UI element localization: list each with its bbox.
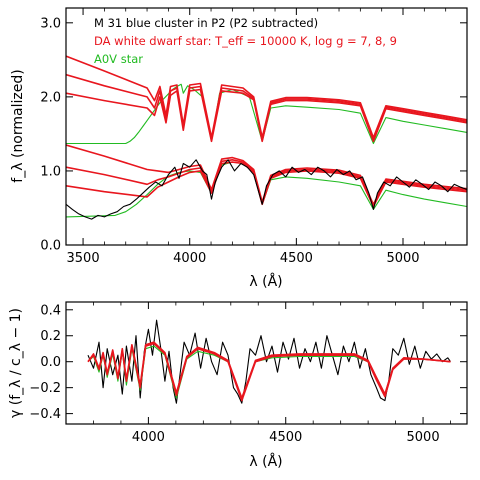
top-series-group [66, 55, 467, 220]
top-series-line-5 [66, 161, 467, 208]
top-x-tick-label: 4500 [280, 251, 313, 266]
bottom-x-tick-label: 4000 [132, 430, 165, 445]
top-y-tick-label: 1.0 [40, 164, 61, 179]
bottom-y-axis-label: γ (f_λ / c_λ − 1) [8, 308, 24, 418]
top-legend: M 31 blue cluster in P2 (P2 subtracted) … [94, 16, 397, 66]
top-y-axis-label: f_λ (normalized) [10, 69, 26, 182]
top-axis-ticks: 3500 4000 4500 5000 0.0 1.0 2.0 3.0 [40, 8, 468, 266]
bottom-series-group [87, 319, 451, 404]
top-x-tick-label: 4000 [173, 251, 206, 266]
legend-entry-cluster: M 31 blue cluster in P2 (P2 subtracted) [94, 16, 318, 30]
top-series-line-8 [66, 159, 467, 220]
top-plot-frame [65, 7, 468, 246]
bottom-y-tick-label: −0.4 [29, 407, 61, 422]
top-x-tick-label: 5000 [386, 251, 419, 266]
top-x-tick-label: 3500 [67, 251, 100, 266]
top-y-tick-label: 2.0 [40, 90, 61, 105]
legend-entry-white-dwarf: DA white dwarf star: T_eff = 10000 K, lo… [94, 34, 397, 48]
bottom-series-line-3 [87, 341, 451, 399]
bottom-x-tick-label: 4500 [269, 430, 302, 445]
bottom-plot-frame [65, 301, 468, 425]
top-series-line-3 [66, 55, 467, 139]
bottom-series-line-0 [87, 319, 451, 404]
top-series-line-6 [66, 159, 467, 207]
bottom-panel: 4000 4500 5000 0.4 0.2 0.0 −0.2 −0.4 λ (Å) γ (f… [8, 301, 468, 470]
top-x-axis-label: λ (Å) [249, 273, 282, 290]
legend-entry-a0v-star: A0V star [94, 52, 143, 66]
top-series-line-0 [66, 83, 467, 145]
bottom-x-tick-label: 5000 [407, 430, 440, 445]
top-y-tick-label: 0.0 [40, 239, 61, 254]
top-series-line-7 [66, 144, 467, 206]
top-panel: 3500 4000 4500 5000 0.0 1.0 2.0 3.0 M 31 blue c… [10, 7, 468, 290]
bottom-axis-ticks: 4000 4500 5000 0.4 0.2 0.0 −0.2 −0.4 [29, 302, 467, 445]
bottom-y-tick-label: −0.2 [29, 381, 61, 396]
top-series-line-2 [66, 73, 467, 141]
top-y-tick-label: 3.0 [40, 16, 61, 31]
top-series-line-1 [66, 88, 467, 143]
bottom-y-tick-label: 0.4 [40, 303, 61, 318]
bottom-y-tick-label: 0.0 [40, 355, 61, 370]
bottom-x-axis-label: λ (Å) [249, 453, 282, 470]
bottom-y-tick-label: 0.2 [40, 329, 61, 344]
